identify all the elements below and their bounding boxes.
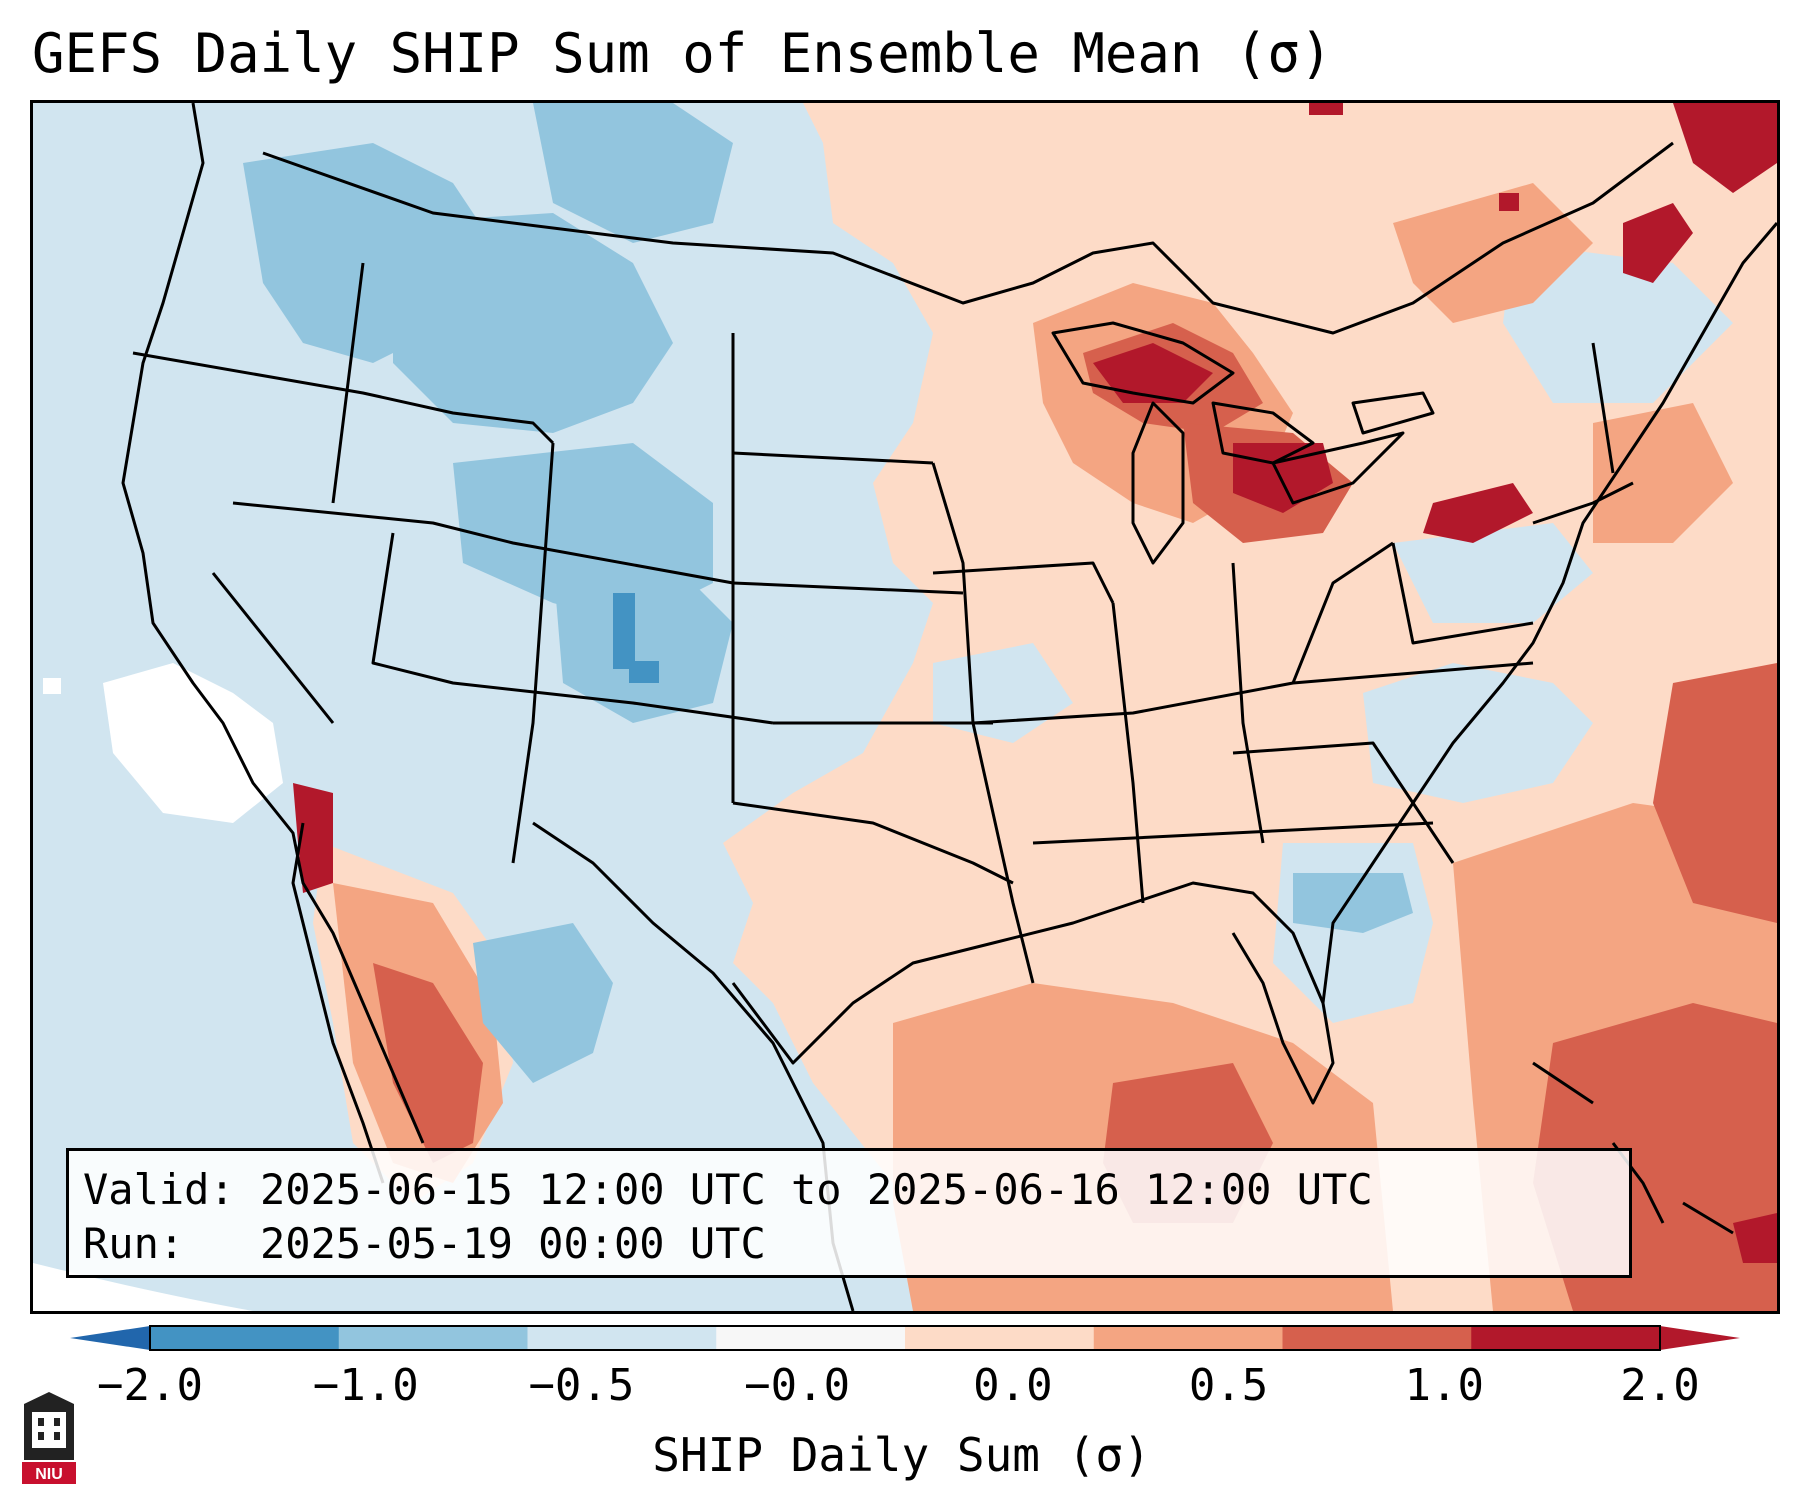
colorbar-segment xyxy=(1471,1326,1661,1350)
colorbar-tick-label: 1.0 xyxy=(1404,1360,1485,1411)
ship-field-map xyxy=(33,103,1777,1311)
map-title: GEFS Daily SHIP Sum of Ensemble Mean (σ) xyxy=(32,22,1333,85)
negative-anomaly-strong xyxy=(613,593,659,683)
colorbar-label: SHIP Daily Sum (σ) xyxy=(652,1428,1151,1482)
colorbar-segment xyxy=(150,1326,340,1350)
colorbar-tick-label: 0.0 xyxy=(973,1360,1053,1411)
colorbar-segment xyxy=(338,1326,528,1350)
colorbar-ticks: −2.0 −1.0 −0.5 −0.0 0.0 0.5 1.0 2.0 xyxy=(0,1360,1803,1420)
colorbar-tick-label: 2.0 xyxy=(1620,1360,1700,1411)
colorbar-tick-label: −2.0 xyxy=(97,1360,203,1411)
colorbar-segment xyxy=(905,1326,1095,1350)
colorbar-tick-label: −0.5 xyxy=(528,1360,635,1411)
positive-anomaly-extreme xyxy=(293,103,1777,1263)
projection-edge xyxy=(33,1263,253,1311)
run-value: 2025-05-19 00:00 UTC xyxy=(260,1219,766,1268)
university-seal-icon: NIU xyxy=(22,1392,76,1484)
validity-info-box: Valid: 2025-06-15 12:00 UTC to 2025-06-1… xyxy=(66,1148,1632,1278)
colorbar-tick-label: 0.5 xyxy=(1188,1360,1269,1411)
logo-text: NIU xyxy=(35,1466,63,1483)
west-coastline xyxy=(121,103,425,1144)
colorbar-segment xyxy=(1093,1326,1283,1350)
run-label: Run: xyxy=(83,1219,185,1268)
colorbar xyxy=(70,1325,1740,1351)
valid-value: 2025-06-15 12:00 UTC to 2025-06-16 12:00… xyxy=(260,1165,1373,1214)
map-panel xyxy=(30,100,1780,1314)
colorbar-segment xyxy=(1282,1326,1472,1350)
colorbar-segment xyxy=(716,1326,906,1350)
colorbar-outline xyxy=(149,1325,1661,1351)
colorbar-segments xyxy=(150,1326,1661,1350)
colorbar-tick-label: −1.0 xyxy=(312,1360,419,1411)
negative-anomaly-medium xyxy=(243,103,1413,1083)
boundaries xyxy=(121,103,1777,1311)
colorbar-under-arrow xyxy=(70,1326,150,1350)
colorbar-tick-label: −0.0 xyxy=(744,1360,851,1411)
colorbar-segment xyxy=(527,1326,717,1350)
near-zero-patch xyxy=(43,663,283,823)
colorbar-over-arrow xyxy=(1660,1326,1740,1350)
valid-label: Valid: xyxy=(83,1165,235,1214)
